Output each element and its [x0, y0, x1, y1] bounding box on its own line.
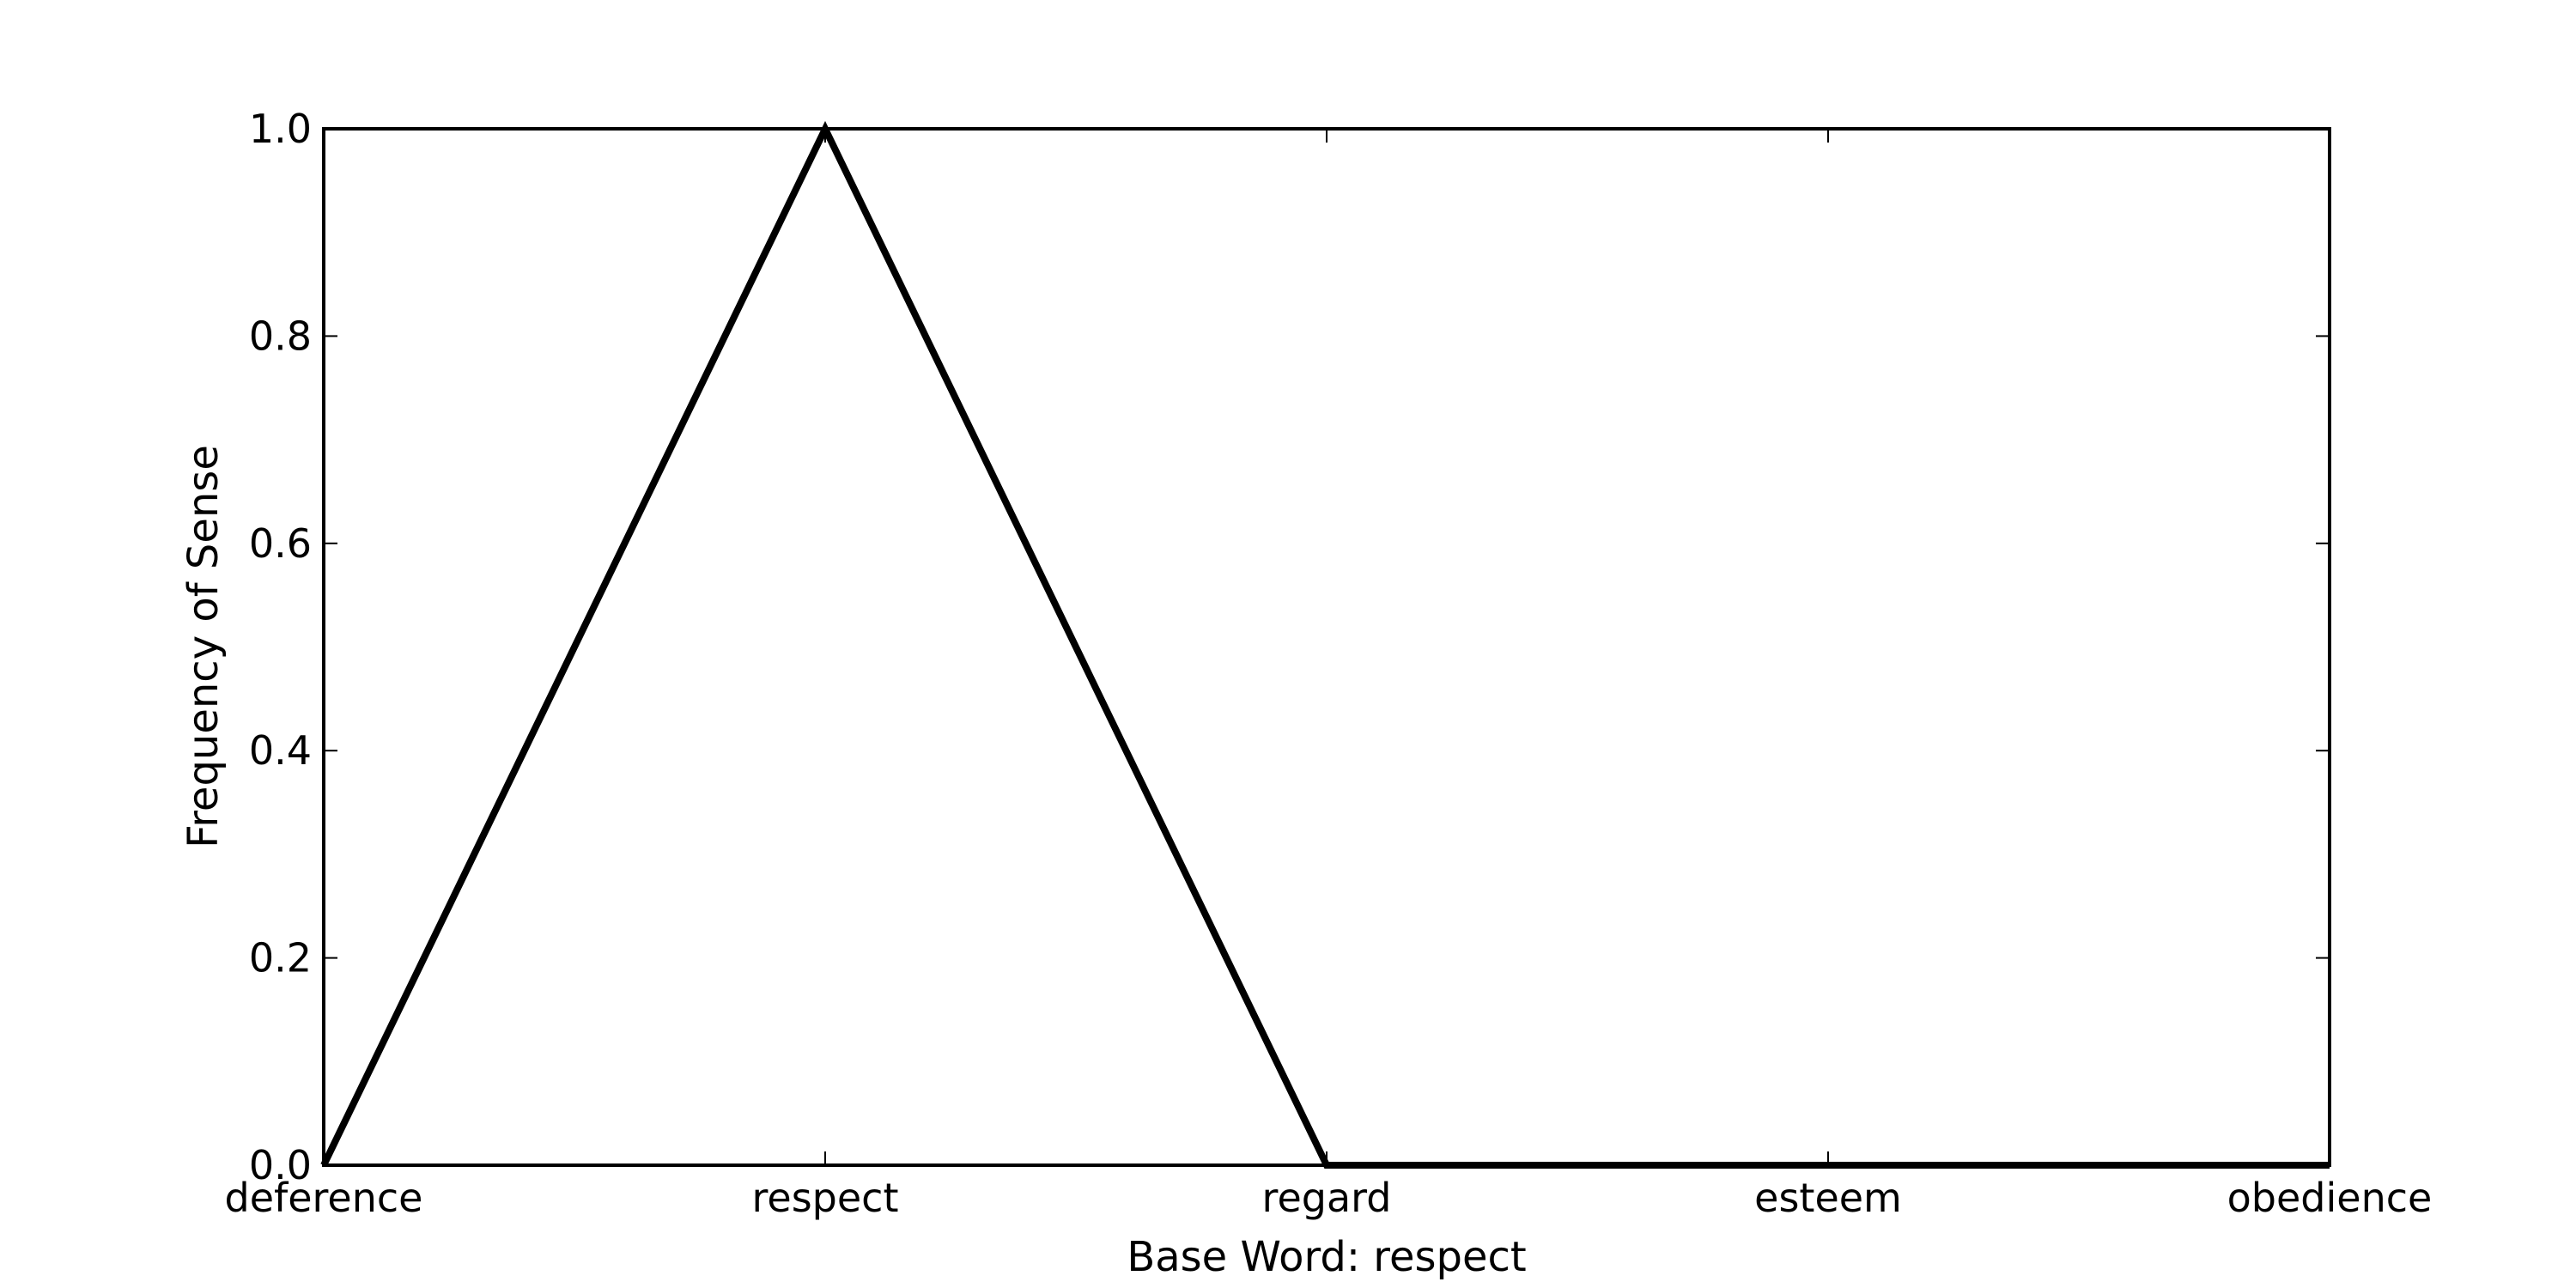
x-tick-labels: deference respect regard esteem obedience [225, 1175, 2433, 1221]
y-tick-label: 0.8 [249, 313, 312, 359]
y-tick-label: 0.4 [249, 727, 312, 774]
x-axis-label: Base Word: respect [1127, 1233, 1526, 1281]
x-tick-label: regard [1262, 1175, 1392, 1221]
y-axis-label: Frequency of Sense [179, 445, 228, 848]
x-tick-label: obedience [2227, 1175, 2433, 1221]
plot-area [324, 129, 2330, 1165]
x-tick-label: respect [752, 1175, 899, 1221]
axes-frame [322, 127, 2331, 1167]
y-tick-label: 0.0 [249, 1142, 312, 1188]
y-tick-labels: 0.0 0.2 0.4 0.6 0.8 1.0 [249, 106, 312, 1188]
x-tick-label: esteem [1754, 1175, 1902, 1221]
y-tick-label: 0.6 [249, 520, 312, 567]
y-tick-label: 0.2 [249, 935, 312, 981]
y-tick-label: 1.0 [249, 106, 312, 152]
x-tick-label: deference [225, 1175, 423, 1221]
